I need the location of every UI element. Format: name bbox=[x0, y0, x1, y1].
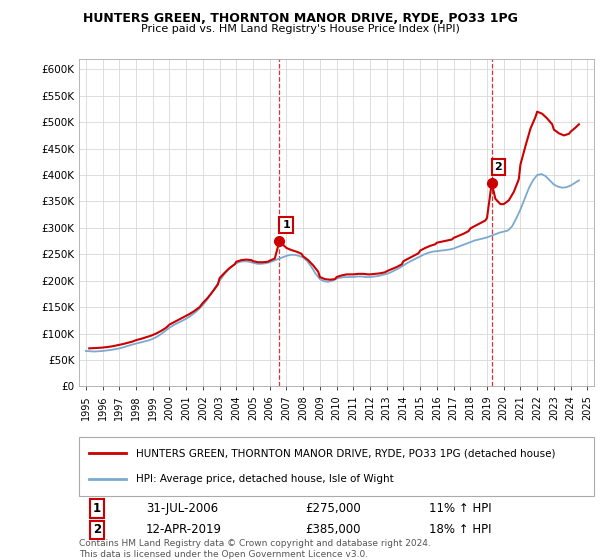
Text: Contains HM Land Registry data © Crown copyright and database right 2024.
This d: Contains HM Land Registry data © Crown c… bbox=[79, 539, 431, 559]
Text: 1: 1 bbox=[282, 220, 290, 230]
Text: HPI: Average price, detached house, Isle of Wight: HPI: Average price, detached house, Isle… bbox=[136, 474, 394, 484]
Text: £385,000: £385,000 bbox=[306, 524, 361, 536]
Text: 18% ↑ HPI: 18% ↑ HPI bbox=[429, 524, 492, 536]
Text: Price paid vs. HM Land Registry's House Price Index (HPI): Price paid vs. HM Land Registry's House … bbox=[140, 24, 460, 34]
Text: 31-JUL-2006: 31-JUL-2006 bbox=[146, 502, 218, 515]
Text: £275,000: £275,000 bbox=[306, 502, 361, 515]
Text: 2: 2 bbox=[494, 162, 502, 172]
Text: HUNTERS GREEN, THORNTON MANOR DRIVE, RYDE, PO33 1PG: HUNTERS GREEN, THORNTON MANOR DRIVE, RYD… bbox=[83, 12, 517, 25]
Text: HUNTERS GREEN, THORNTON MANOR DRIVE, RYDE, PO33 1PG (detached house): HUNTERS GREEN, THORNTON MANOR DRIVE, RYD… bbox=[136, 448, 556, 458]
Text: 12-APR-2019: 12-APR-2019 bbox=[146, 524, 222, 536]
Text: 11% ↑ HPI: 11% ↑ HPI bbox=[429, 502, 492, 515]
Text: 1: 1 bbox=[93, 502, 101, 515]
FancyBboxPatch shape bbox=[79, 437, 594, 496]
Text: 2: 2 bbox=[93, 524, 101, 536]
